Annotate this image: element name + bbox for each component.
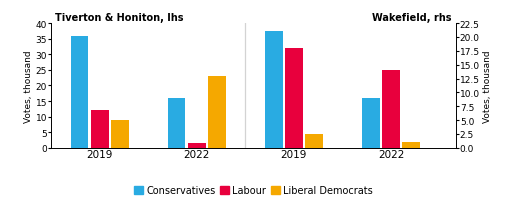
Y-axis label: Votes, thousand: Votes, thousand [483,50,492,122]
Bar [285,49,303,148]
Bar [91,111,109,148]
Legend: Conservatives, Labour, Liberal Democrats: Conservatives, Labour, Liberal Democrats [130,181,377,199]
Bar [402,142,420,148]
Bar [305,134,323,148]
Bar [188,143,206,148]
Bar [362,98,379,148]
Bar [111,120,129,148]
Bar [265,32,283,148]
Y-axis label: Votes, thousand: Votes, thousand [24,50,33,122]
Text: Wakefield, rhs: Wakefield, rhs [372,13,452,23]
Bar [208,77,226,148]
Bar [71,36,89,148]
Bar [382,71,400,148]
Bar [168,98,185,148]
Text: Tiverton & Honiton, lhs: Tiverton & Honiton, lhs [55,13,184,23]
